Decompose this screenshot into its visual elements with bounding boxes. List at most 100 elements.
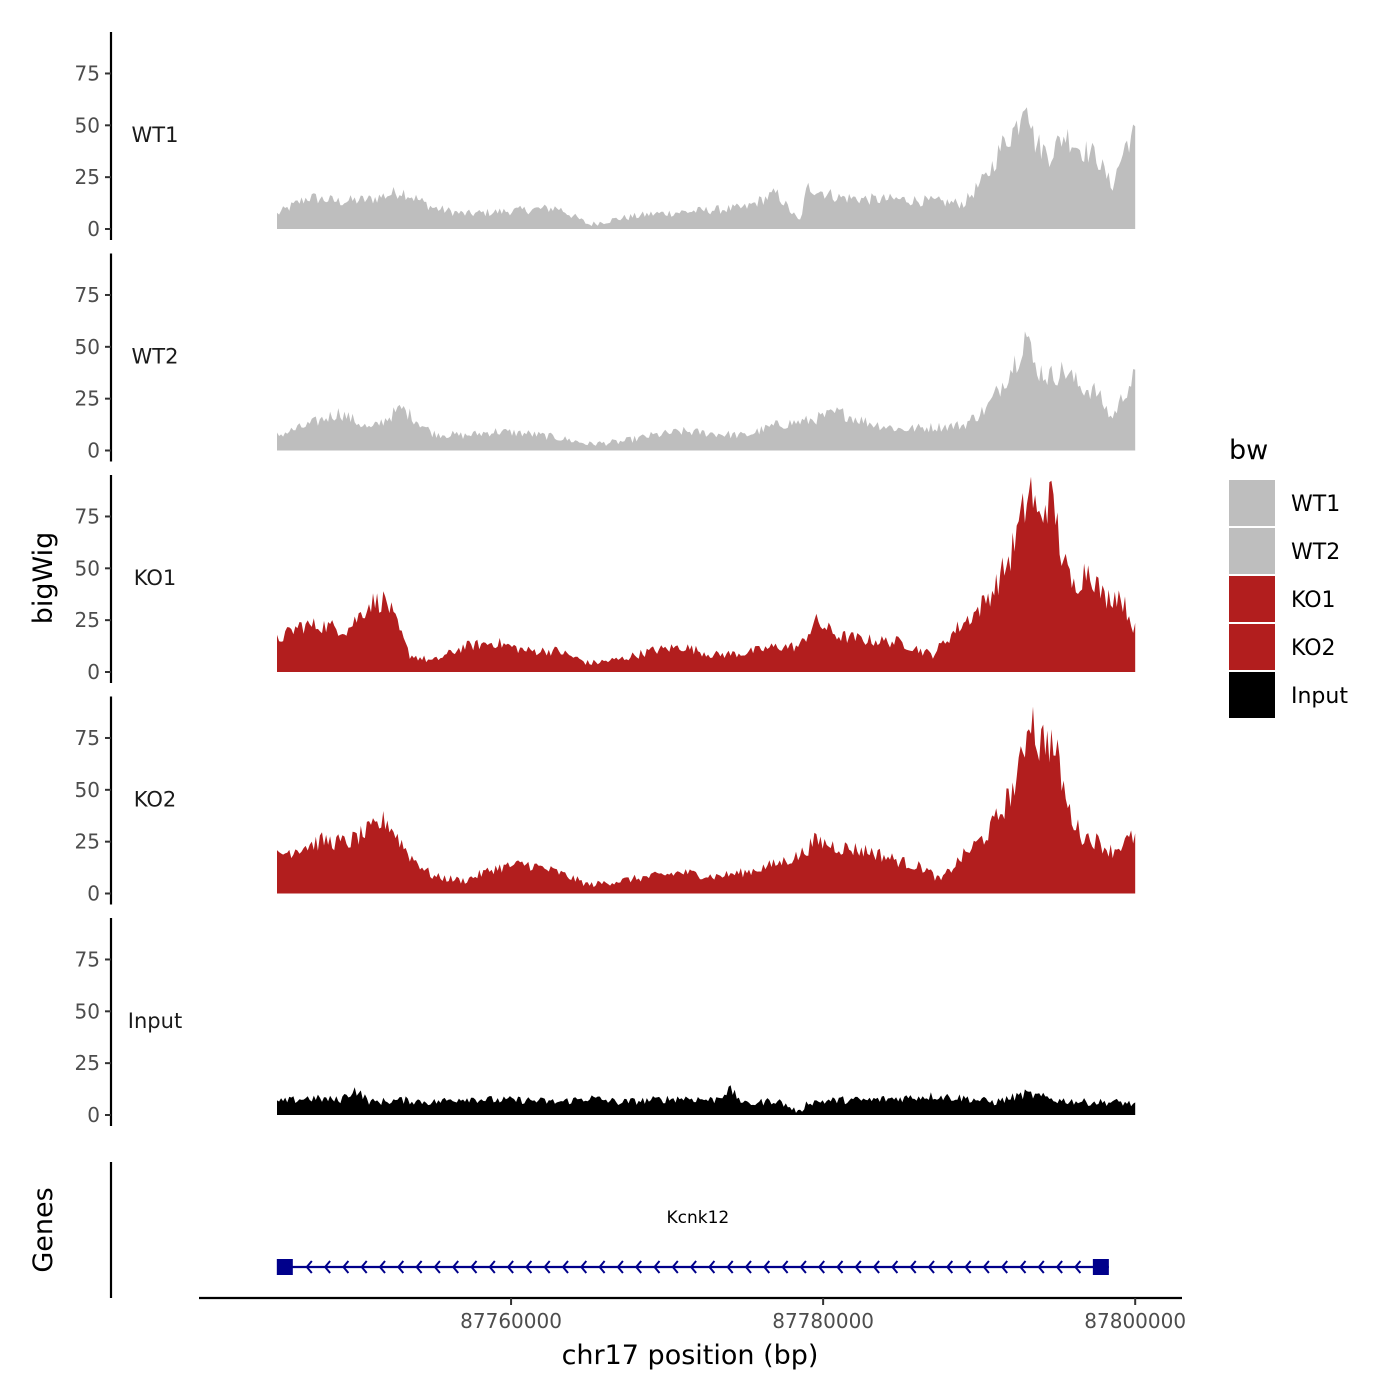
track-wt2: 0 25 50 75 WT2 — [75, 253, 1136, 463]
gene-strand-arrow — [323, 1260, 331, 1274]
legend: bw WT1 WT2 KO1 KO2 Input — [1229, 435, 1348, 718]
legend-label-wt1: WT1 — [1291, 492, 1340, 517]
legend-key-ko1 — [1229, 576, 1275, 622]
legend-title: bw — [1229, 435, 1268, 466]
y-tick-label: 25 — [75, 608, 100, 632]
legend-key-wt2 — [1229, 528, 1275, 574]
y-tick-label: 25 — [75, 830, 100, 854]
gene-strand-arrow — [1055, 1260, 1063, 1274]
gene-strand-arrow — [927, 1260, 935, 1274]
coverage-area-wt1 — [277, 107, 1136, 229]
track-label-wt2: WT2 — [132, 345, 179, 369]
gene-strand-arrow — [909, 1260, 917, 1274]
y-tick-label: 75 — [75, 504, 100, 528]
gene-track: Kcnk12 — [276, 1208, 1109, 1275]
gene-strand-arrow — [1074, 1260, 1082, 1274]
gene-strand-arrow — [433, 1260, 441, 1274]
gene-strand-arrow — [708, 1260, 716, 1274]
track-label-input: Input — [128, 1009, 182, 1033]
y-tick-label: 25 — [75, 387, 100, 411]
y-tick-label: 75 — [75, 947, 100, 971]
y-tick-label: 50 — [75, 556, 100, 580]
legend-label-ko1: KO1 — [1291, 588, 1336, 613]
y-tick-label: 50 — [75, 113, 100, 137]
gene-strand-arrow — [1019, 1260, 1027, 1274]
y-tick-label: 0 — [87, 882, 100, 906]
x-tick-label: 87760000 — [460, 1309, 562, 1333]
gene-strand-arrow — [946, 1260, 954, 1274]
track-label-wt1: WT1 — [132, 123, 179, 147]
coverage-area-input — [277, 1085, 1136, 1115]
legend-key-ko2 — [1229, 624, 1275, 670]
track-input: 0 25 50 75 Input — [75, 918, 1136, 1127]
gene-strand-arrow — [470, 1260, 478, 1274]
gene-exon — [1092, 1259, 1109, 1275]
gene-strand-arrow — [817, 1260, 825, 1274]
gene-strand-arrow — [763, 1260, 771, 1274]
gene-label: Kcnk12 — [666, 1208, 729, 1228]
coverage-area-ko2 — [277, 706, 1136, 894]
gene-strand-arrow — [836, 1260, 844, 1274]
gene-strand-arrow — [342, 1260, 350, 1274]
gene-strand-arrow — [1037, 1260, 1045, 1274]
legend-label-wt2: WT2 — [1291, 540, 1340, 565]
gene-strand-arrow — [891, 1260, 899, 1274]
gene-strand-arrow — [799, 1260, 807, 1274]
track-ko2: 0 25 50 75 KO2 — [75, 696, 1136, 906]
y-tick-label: 75 — [75, 61, 100, 85]
gene-strand-arrow — [616, 1260, 624, 1274]
y-tick-label: 0 — [87, 660, 100, 684]
gene-strand-arrow — [653, 1260, 661, 1274]
y-tick-label: 25 — [75, 1051, 100, 1075]
coverage-area-wt2 — [277, 331, 1136, 451]
y-tick-label: 50 — [75, 999, 100, 1023]
legend-key-input — [1229, 672, 1275, 718]
track-ko1: 0 25 50 75 KO1 — [75, 475, 1136, 684]
gene-exon — [276, 1259, 293, 1275]
genes-axis-title: Genes — [28, 1187, 59, 1272]
y-tick-label: 0 — [87, 217, 100, 241]
x-axis-title: chr17 position (bp) — [562, 1340, 819, 1371]
gene-strand-arrow — [543, 1260, 551, 1274]
y-axis-title: bigWig — [28, 532, 59, 625]
gene-strand-arrow — [872, 1260, 880, 1274]
legend-label-input: Input — [1291, 684, 1348, 709]
gene-strand-arrow — [1000, 1260, 1008, 1274]
y-tick-label: 75 — [75, 283, 100, 307]
legend-key-wt1 — [1229, 480, 1275, 526]
x-tick-label: 87780000 — [772, 1309, 874, 1333]
y-tick-label: 50 — [75, 778, 100, 802]
gene-strand-arrow — [415, 1260, 423, 1274]
y-tick-label: 0 — [87, 439, 100, 463]
genes-panel: Kcnk12 — [109, 1162, 1109, 1298]
track-label-ko1: KO1 — [134, 566, 177, 590]
gene-strand-arrow — [854, 1260, 862, 1274]
x-tick-label: 87800000 — [1084, 1309, 1186, 1333]
gene-strand-arrow — [580, 1260, 588, 1274]
track-label-ko2: KO2 — [134, 788, 177, 812]
gene-strand-arrow — [964, 1260, 972, 1274]
legend-label-ko2: KO2 — [1291, 636, 1336, 661]
gene-strand-arrow — [561, 1260, 569, 1274]
gene-strand-arrow — [525, 1260, 533, 1274]
gene-strand-arrow — [506, 1260, 514, 1274]
y-tick-label: 0 — [87, 1103, 100, 1127]
gene-strand-arrow — [598, 1260, 606, 1274]
y-tick-label: 25 — [75, 165, 100, 189]
gene-strand-arrow — [451, 1260, 459, 1274]
gene-strand-arrow — [305, 1260, 313, 1274]
gene-strand-arrow — [397, 1260, 405, 1274]
gene-strand-arrow — [726, 1260, 734, 1274]
gene-strand-arrow — [744, 1260, 752, 1274]
gene-strand-arrow — [488, 1260, 496, 1274]
coverage-area-ko1 — [277, 476, 1136, 672]
gene-strand-arrow — [634, 1260, 642, 1274]
x-axis: 87760000 87780000 87800000 — [199, 1296, 1186, 1333]
gene-strand-arrow — [360, 1260, 368, 1274]
gene-strand-arrow — [378, 1260, 386, 1274]
tracks-area: 0 25 50 75 WT1 0 25 50 75 WT2 0 25 50 75 KO1 0 25 50 75 KO2… — [75, 32, 1136, 1127]
y-tick-label: 50 — [75, 335, 100, 359]
gene-strand-arrow — [781, 1260, 789, 1274]
y-tick-label: 75 — [75, 726, 100, 750]
